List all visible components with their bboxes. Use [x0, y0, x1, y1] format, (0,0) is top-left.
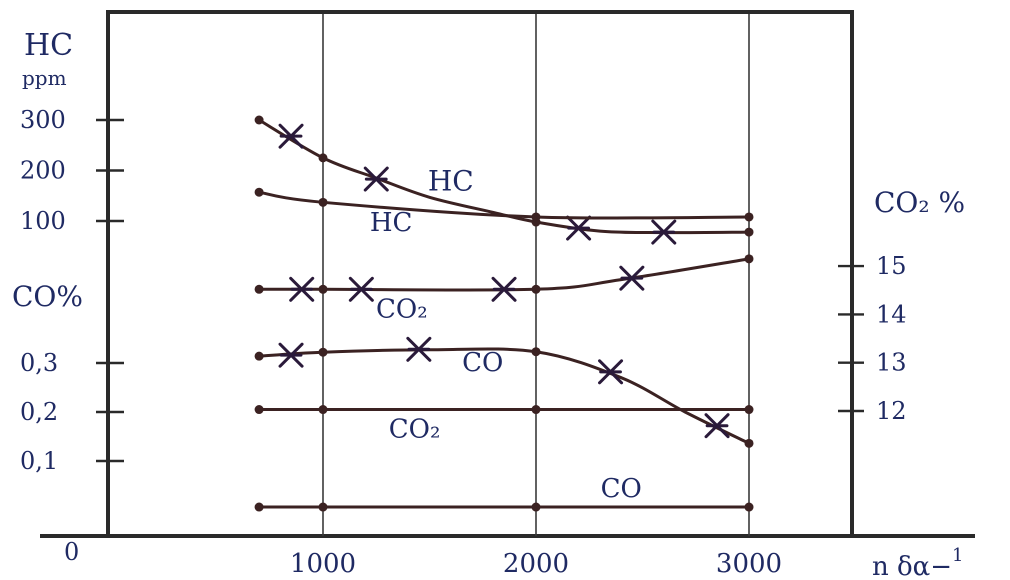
data-point: [531, 284, 541, 294]
series-line: [257, 257, 751, 292]
cross-marker: [278, 123, 304, 149]
data-point: [318, 405, 328, 415]
co2-tick-label: 14: [876, 300, 907, 328]
data-point: [744, 212, 754, 222]
data-point: [531, 347, 541, 357]
cross-marker: [363, 166, 389, 192]
cross-marker: [651, 219, 677, 245]
data-point: [318, 502, 328, 512]
x-tick-label-1000: 1000: [290, 549, 356, 579]
hc-axis-unit: ppm: [22, 66, 67, 90]
series-line: [257, 190, 751, 220]
cross-marker: [566, 215, 592, 241]
co2-tick-label: 12: [876, 397, 907, 425]
data-point: [531, 502, 541, 512]
data-point: [318, 284, 328, 294]
data-point: [254, 502, 264, 512]
x-axis-unit-base: n δα−: [872, 552, 952, 580]
cross-marker: [348, 276, 374, 302]
plot-frame: [106, 10, 854, 538]
data-point: [744, 502, 754, 512]
x-tick-label-3000: 3000: [716, 549, 782, 579]
series-1: [254, 187, 754, 222]
series-label: CO₂: [376, 294, 428, 324]
series-label: CO: [601, 474, 642, 504]
x-axis-unit: n δα−1: [872, 545, 963, 580]
data-point: [254, 284, 264, 294]
data-point: [744, 227, 754, 237]
series-label: HC: [370, 208, 413, 238]
co2-tick-label: 13: [876, 349, 907, 377]
hc-tick-label: 200: [20, 157, 66, 185]
series-0: [254, 115, 754, 245]
data-point: [531, 405, 541, 415]
data-point: [744, 405, 754, 415]
data-point: [744, 438, 754, 448]
grid-layer: [322, 14, 750, 536]
cross-marker: [491, 276, 517, 302]
cross-marker: [289, 276, 315, 302]
co-tick-label: 0,3: [20, 349, 58, 377]
data-point: [254, 405, 264, 415]
co2-axis-title: CO₂ %: [874, 186, 965, 219]
co2-tick-label: 15: [876, 252, 907, 280]
series-layer: HC HC CO₂ CO CO₂ CO: [254, 115, 754, 512]
series-3: [254, 336, 754, 448]
hc-tick-label: 300: [20, 106, 66, 134]
data-point: [254, 115, 264, 125]
cross-marker: [278, 342, 304, 368]
series-label: HC: [428, 164, 474, 197]
data-point: [318, 197, 328, 207]
x-tick-label-2000: 2000: [503, 549, 569, 579]
hc-axis-title: HC: [24, 28, 73, 63]
data-point: [318, 347, 328, 357]
data-point: [318, 153, 328, 163]
cross-marker: [619, 265, 645, 291]
series-line: [257, 347, 751, 445]
series-label: CO₂: [389, 415, 441, 445]
co-tick-label: 0,1: [20, 447, 58, 475]
tick-layer: 1000 2000 3000 300 200 100 0,3 0,2 0,1 15 14 13 12: [20, 106, 907, 579]
series-5: [254, 502, 754, 512]
cross-marker: [406, 336, 432, 362]
series-4: [254, 405, 754, 415]
cross-marker: [704, 413, 730, 439]
data-point: [744, 254, 754, 264]
origin-label: 0: [64, 538, 79, 566]
data-point: [531, 212, 541, 222]
x-axis-unit-exponent: 1: [952, 545, 963, 566]
series-label: CO: [462, 348, 503, 378]
co-axis-title: CO%: [12, 280, 83, 313]
data-point: [254, 351, 264, 361]
data-point: [254, 187, 264, 197]
hc-tick-label: 100: [20, 207, 66, 235]
cross-marker: [598, 359, 624, 385]
co-tick-label: 0,2: [20, 398, 58, 426]
series-2: [254, 254, 754, 302]
